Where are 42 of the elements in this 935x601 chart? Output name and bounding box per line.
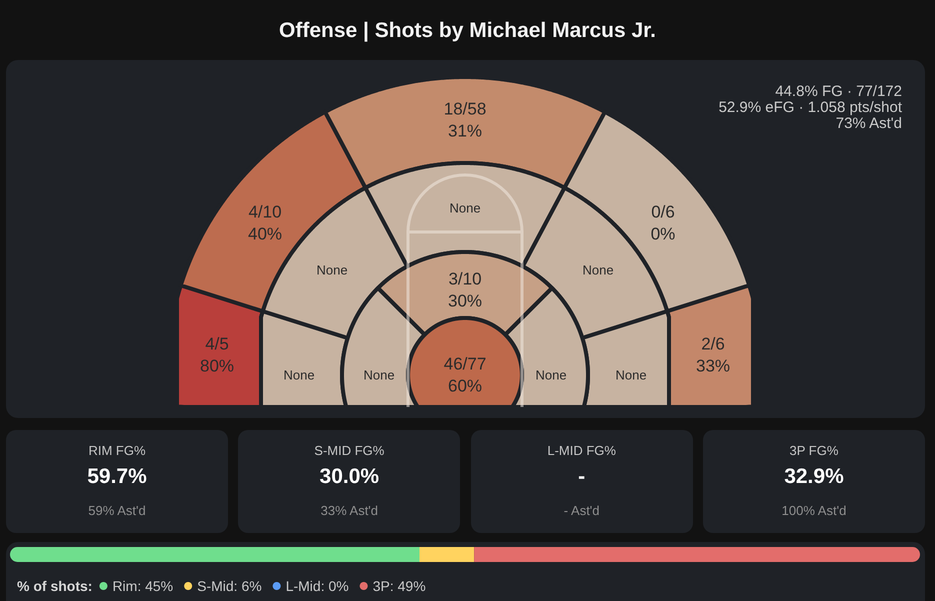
text: 59% Ast'd [87, 503, 147, 519]
category-label: None [582, 262, 614, 278]
category-label: None [363, 368, 395, 382]
legend-label: Rim: 45% [112, 578, 174, 594]
legend-label: L-Mid: 0% [286, 578, 349, 594]
data-label: 80% [200, 356, 234, 376]
text: 52.9% eFG · 1.058 pts/shot [718, 99, 902, 116]
text: 32.9% [783, 465, 845, 489]
legend-label: 3P: 49% [372, 578, 426, 594]
data-label: 30% [448, 292, 482, 310]
text: L-MID FG% [546, 443, 617, 459]
text: 59.7% [86, 465, 148, 489]
category-label: 0/6 [651, 202, 675, 222]
category-label: 18/58 [444, 100, 486, 118]
data-label: 40% [248, 224, 282, 244]
data-label: 0% [650, 224, 676, 244]
text: RIM FG% [87, 443, 147, 459]
category-label: None [283, 368, 315, 382]
text: 44.8% FG · 77/172 [774, 83, 902, 100]
category-label: 4/10 [248, 202, 282, 222]
text: 3P FG% [788, 443, 840, 459]
text: 33% Ast'd [320, 503, 380, 519]
text: Offense | Shots by Michael Marcus Jr. [278, 18, 657, 44]
legend-label: S-Mid: 6% [197, 578, 262, 594]
data-label: 33% [696, 356, 730, 376]
category-label: 46/77 [444, 354, 486, 374]
text: - [577, 465, 586, 489]
text: S-MID FG% [313, 443, 386, 459]
category-label: None [316, 262, 348, 278]
text: 30.0% [318, 465, 380, 489]
category-label: None [449, 200, 481, 216]
category-label: 4/5 [205, 334, 229, 354]
text: - Ast'd [562, 503, 601, 519]
category-label: None [535, 368, 567, 382]
data-label: 60% [448, 376, 482, 396]
category-label: 3/10 [448, 270, 482, 288]
text: 100% Ast'd [780, 503, 848, 519]
text: 73% Ast'd [834, 115, 902, 132]
legend-title: % of shots: [17, 578, 92, 594]
category-label: 2/6 [701, 334, 725, 354]
category-label: None [615, 368, 647, 382]
data-label: 31% [448, 122, 482, 140]
